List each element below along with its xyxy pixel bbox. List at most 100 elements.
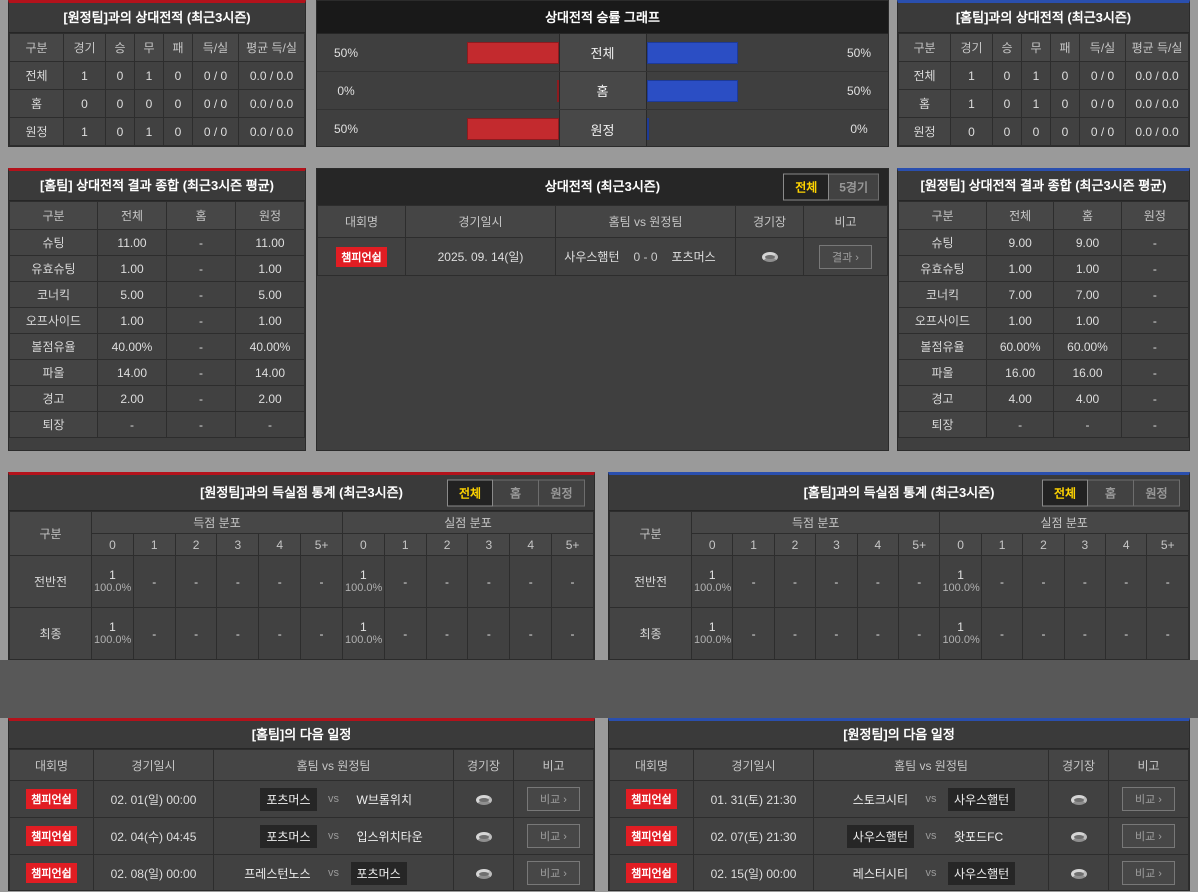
tab-all[interactable]: 전체 <box>447 479 493 506</box>
cell: 0 <box>163 61 193 90</box>
chart-row: 0% 홈 50% <box>317 72 888 110</box>
compare-button[interactable]: 비교 › <box>527 824 580 848</box>
cell: - <box>1120 411 1189 438</box>
home-winrate-bar <box>466 118 559 140</box>
col-header: 비고 <box>803 205 888 238</box>
period-tabs: 전체 5경기 <box>783 173 879 200</box>
tab-away[interactable]: 원정 <box>1134 479 1180 506</box>
cell: - <box>174 555 218 608</box>
table-header-row: 구분 득점 분포 실점 분포 <box>9 511 594 556</box>
cell: 0 <box>134 89 164 118</box>
match-row: 챔피언쉽 2025. 09. 14(일) 사우스햄턴 0 - 0 포츠머스 결과… <box>317 237 888 276</box>
row-label: 전반전 <box>9 555 92 608</box>
cell: - <box>1063 555 1107 608</box>
goal-count-header: 0 <box>939 533 982 556</box>
cell: 0 / 0 <box>192 117 239 146</box>
col-header: 홈 <box>166 201 236 230</box>
home-schedule-table: 대회명 경기일시 홈팀 vs 원정팀 경기장 비고 챔피언쉽 02. 01(일)… <box>9 749 594 890</box>
cell: - <box>300 607 343 659</box>
h2h-match-table: 대회명 경기일시 홈팀 vs 원정팀 경기장 비고 챔피언쉽 2025. 09.… <box>317 205 888 276</box>
table-row: 슈팅 9.00 9.00- <box>898 229 1189 256</box>
row-label: 원정 <box>9 117 64 146</box>
cell: 7.00 <box>985 281 1055 308</box>
cell: - <box>856 607 900 659</box>
cell: - <box>1120 281 1189 308</box>
cell: - <box>898 607 941 659</box>
vs-label: vs <box>328 793 339 805</box>
compare-button[interactable]: 비교 › <box>1122 824 1175 848</box>
col-header: 경기 <box>950 33 993 62</box>
cell: 2.00 <box>235 385 305 412</box>
cell: 1 <box>950 89 993 118</box>
league-cell: 챔피언쉽 <box>609 817 694 855</box>
table-row: 슈팅 11.00-11.00 <box>9 229 305 256</box>
cell: 9.00 <box>985 229 1055 256</box>
stadium-cell <box>1048 817 1109 855</box>
row-label: 전반전 <box>609 555 692 608</box>
stadium-cell <box>453 854 514 890</box>
panel-title: [홈팀]과의 상대전적 (최근3시즌) <box>898 3 1189 33</box>
row-label: 유효슈팅 <box>9 255 98 282</box>
note-cell: 비교 › <box>1108 817 1189 855</box>
league-cell: 챔피언쉽 <box>9 854 94 890</box>
cell: 0 / 0 <box>192 61 239 90</box>
cell: 1 <box>63 61 106 90</box>
cell: - <box>732 607 775 659</box>
row-label: 파울 <box>9 359 98 386</box>
panel-home-schedule: [홈팀]의 다음 일정 대회명 경기일시 홈팀 vs 원정팀 경기장 비고 챔피… <box>8 718 595 891</box>
tab-all[interactable]: 전체 <box>1042 479 1088 506</box>
stadium-icon[interactable] <box>1070 794 1087 805</box>
panel-title-text: [홈팀]과의 득실점 통계 (최근3시즌) <box>803 485 995 500</box>
tab-home[interactable]: 홈 <box>493 479 539 506</box>
league-cell: 챔피언쉽 <box>9 780 94 818</box>
compare-button[interactable]: 비교 › <box>1122 861 1175 885</box>
tab-5games[interactable]: 5경기 <box>829 173 879 200</box>
row-label: 경고 <box>898 385 987 412</box>
row-label: 홈 <box>898 89 951 118</box>
col-header: 원정 <box>1120 201 1189 230</box>
cell: - <box>467 607 511 659</box>
goal-count-header: 4 <box>509 533 553 556</box>
compare-button[interactable]: 비교 › <box>527 787 580 811</box>
teams-cell: 사우스햄턴 vs 왓포드FC <box>813 817 1049 855</box>
cell: 0.0 / 0.0 <box>1125 89 1189 118</box>
stadium-icon[interactable] <box>475 868 492 879</box>
conceded-group-header: 실점 분포 <box>939 511 1189 534</box>
cell: 0 <box>105 61 135 90</box>
teams-cell: 프레스턴노스 vs 포츠머스 <box>213 854 454 890</box>
cell: - <box>773 555 817 608</box>
stadium-cell <box>735 237 804 276</box>
stadium-icon[interactable] <box>1070 831 1087 842</box>
tab-home[interactable]: 홈 <box>1088 479 1134 506</box>
cell: - <box>383 607 427 659</box>
cell: 0 / 0 <box>1079 117 1126 146</box>
cell: - <box>980 555 1024 608</box>
stadium-icon[interactable] <box>1070 868 1087 879</box>
compare-button[interactable]: 비교 › <box>527 861 580 885</box>
col-header: 평균 득/실 <box>1125 33 1189 62</box>
cell: 1 <box>134 117 164 146</box>
col-header: 패 <box>163 33 193 62</box>
chart-row: 50% 전체 50% <box>317 34 888 72</box>
cell: 0 / 0 <box>1079 61 1126 90</box>
tab-away[interactable]: 원정 <box>539 479 585 506</box>
col-header: 무 <box>134 33 164 62</box>
scored-group-header: 득점 분포 <box>690 511 941 534</box>
stadium-icon[interactable] <box>761 252 778 263</box>
league-cell: 챔피언쉽 <box>609 780 694 818</box>
compare-button[interactable]: 비교 › <box>1122 787 1175 811</box>
stadium-icon[interactable] <box>475 794 492 805</box>
result-button[interactable]: 결과 › <box>819 244 872 269</box>
row-label: 코너킥 <box>898 281 987 308</box>
tab-all[interactable]: 전체 <box>783 173 830 200</box>
row-label: 원정 <box>898 117 951 146</box>
col-header: 비고 <box>1108 749 1189 781</box>
panel-title: 상대전적 (최근3시즌) 전체 5경기 <box>317 169 888 205</box>
cell: - <box>1120 385 1189 412</box>
cell: - <box>216 555 260 608</box>
cell: 16.00 <box>985 359 1055 386</box>
datetime-cell: 2025. 09. 14(일) <box>405 237 556 276</box>
stadium-icon[interactable] <box>475 831 492 842</box>
away-h2h-table: 구분 경기 승 무 패 득/실 평균 득/실 전체 1 0 1 0 0 / 0 … <box>9 33 305 146</box>
table-row: 최종 1 100.0% - - - - - 1 100.0% - - - - - <box>9 607 594 659</box>
